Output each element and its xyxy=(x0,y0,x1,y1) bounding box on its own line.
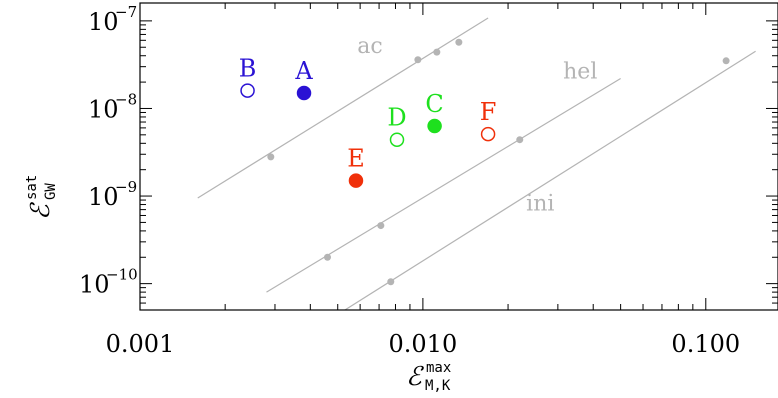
reference-label-hel: hel xyxy=(563,59,597,84)
data-point-C xyxy=(427,118,442,134)
reference-point-hel xyxy=(323,253,331,261)
y-axis-label-sub: GW xyxy=(43,183,59,200)
data-point-B xyxy=(240,83,255,98)
reference-label-ini: ini xyxy=(526,192,554,217)
data-point-label-F: F xyxy=(480,98,497,126)
reference-point-ac xyxy=(414,56,422,64)
data-point-label-D: D xyxy=(387,104,406,132)
y-tick-label-exponent: −7 xyxy=(115,3,137,21)
axis-labels: ℰ max M,K ℰ sat GW xyxy=(24,175,451,394)
reference-lines: ac hel ini xyxy=(197,17,756,310)
x-axis-label-sup: max xyxy=(426,360,451,376)
y-tick-label-exponent: −10 xyxy=(106,266,138,284)
reference-label-ac: ac xyxy=(357,34,382,59)
x-axis-label: ℰ xyxy=(406,362,424,392)
x-tick-label: 0.100 xyxy=(671,330,740,358)
y-tick-label-exponent: −9 xyxy=(115,178,137,196)
x-tick-label: 0.001 xyxy=(106,330,175,358)
y-axis-label: ℰ xyxy=(26,202,56,220)
reference-point-ini xyxy=(722,57,730,65)
axes xyxy=(139,2,778,311)
data-point-D xyxy=(389,132,405,147)
y-tick-label-exponent: −8 xyxy=(115,90,137,108)
data-point-label-B: B xyxy=(239,55,257,83)
data-point-F xyxy=(480,126,496,142)
y-axis-label-sup: sat xyxy=(24,175,40,200)
reference-point-hel xyxy=(516,136,524,144)
x-tick-label: 0.010 xyxy=(389,330,458,358)
data-point-label-A: A xyxy=(294,57,313,85)
y-tick-label-base: 10 xyxy=(88,183,119,211)
reference-point-ac xyxy=(267,153,275,161)
data-point-label-C: C xyxy=(425,90,443,118)
y-tick-label-base: 10 xyxy=(79,271,110,299)
y-tick-label-base: 10 xyxy=(88,8,119,36)
data-points: A B CDE F xyxy=(239,55,497,188)
reference-line-ini xyxy=(344,50,756,310)
reference-point-ini xyxy=(387,278,395,286)
data-point-A xyxy=(296,85,312,101)
plot-frame xyxy=(139,2,778,311)
reference-line-ac xyxy=(197,17,489,199)
data-point-label-E: E xyxy=(347,145,365,173)
reference-point-hel xyxy=(377,222,385,230)
x-axis-label-sub: M,K xyxy=(425,378,451,394)
data-point-E xyxy=(348,173,364,188)
y-tick-label-base: 10 xyxy=(88,95,119,123)
reference-point-ac xyxy=(455,38,463,46)
reference-point-ac xyxy=(433,48,441,56)
